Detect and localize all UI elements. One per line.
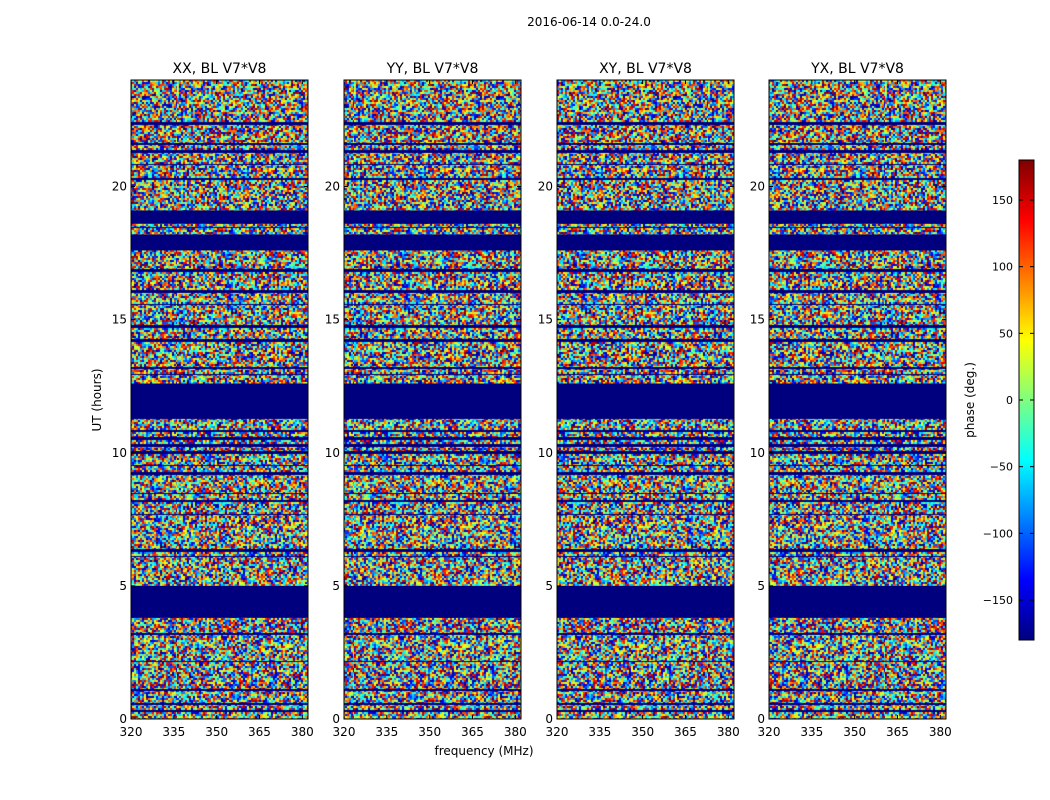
flagged-band <box>769 383 946 419</box>
panel-title: XY, BL V7*V8 <box>599 61 692 77</box>
x-tick-label: 380 <box>504 725 527 739</box>
colorbar-tick-label: −50 <box>990 461 1013 474</box>
flagged-band <box>557 210 734 224</box>
y-tick-label: 15 <box>325 313 340 327</box>
flagged-band <box>131 234 308 251</box>
x-tick-label: 380 <box>929 725 952 739</box>
x-tick-label: 335 <box>588 725 611 739</box>
colorbar-tick-label: 150 <box>992 194 1013 207</box>
x-tick-label: 350 <box>418 725 441 739</box>
y-tick-label: 20 <box>750 180 765 194</box>
y-tick-label: 10 <box>325 446 340 460</box>
y-tick-label: 15 <box>112 313 127 327</box>
y-tick-label: 5 <box>757 579 765 593</box>
x-tick-label: 335 <box>162 725 185 739</box>
y-tick-label: 5 <box>545 579 553 593</box>
heatmap-panel: YX, BL V7*V8 320 335 350 365 380 0 5 10 15 20 <box>750 61 952 739</box>
x-tick-label: 350 <box>843 725 866 739</box>
heatmap-panel: XX, BL V7*V8 320 335 350 365 380 0 5 10 15 20 <box>112 61 314 739</box>
x-axis-label: frequency (MHz) <box>434 744 533 758</box>
colorbar-label: phase (deg.) <box>963 362 977 438</box>
panel-title: YY, BL V7*V8 <box>386 61 479 77</box>
flagged-band <box>131 210 308 224</box>
y-tick-label: 0 <box>332 712 340 726</box>
flagged-band <box>344 234 521 251</box>
colorbar-tick-label: 50 <box>999 327 1013 340</box>
y-tick-label: 0 <box>757 712 765 726</box>
x-tick-label: 365 <box>248 725 271 739</box>
x-tick-label: 365 <box>886 725 909 739</box>
heatmap-panel: YY, BL V7*V8 320 335 350 365 380 0 5 10 15 20 <box>325 61 527 739</box>
panel-frame <box>130 79 309 720</box>
flagged-band <box>557 585 734 618</box>
y-tick-label: 0 <box>119 712 127 726</box>
panel-title: XX, BL V7*V8 <box>173 61 267 77</box>
x-tick-label: 335 <box>800 725 823 739</box>
x-tick-label: 350 <box>631 725 654 739</box>
y-tick-label: 5 <box>119 579 127 593</box>
colorbar-tick-label: 100 <box>992 261 1013 274</box>
flagged-band <box>769 585 946 618</box>
flagged-band <box>344 210 521 224</box>
flagged-band <box>769 234 946 251</box>
x-tick-label: 380 <box>717 725 740 739</box>
figure-suptitle: 2016-06-14 0.0-24.0 <box>527 15 651 29</box>
panel-frame <box>768 79 947 720</box>
y-tick-label: 10 <box>538 446 553 460</box>
y-tick-label: 15 <box>538 313 553 327</box>
x-tick-label: 350 <box>205 725 228 739</box>
x-tick-label: 335 <box>375 725 398 739</box>
x-tick-label: 320 <box>546 725 569 739</box>
y-tick-label: 15 <box>750 313 765 327</box>
flagged-band <box>344 585 521 618</box>
heatmap-panel: XY, BL V7*V8 320 335 350 365 380 0 5 10 15 20 <box>538 61 740 739</box>
x-tick-label: 365 <box>461 725 484 739</box>
y-tick-label: 20 <box>325 180 340 194</box>
colorbar-tick-label: 0 <box>1006 394 1013 407</box>
panel-frame <box>343 79 522 720</box>
y-tick-label: 0 <box>545 712 553 726</box>
colorbar-tick-label: −100 <box>983 527 1013 540</box>
panel-title: YX, BL V7*V8 <box>810 61 904 77</box>
colorbar-tick-label: −150 <box>983 594 1013 607</box>
y-axis-label: UT (hours) <box>90 368 104 431</box>
flagged-band <box>557 234 734 251</box>
flagged-band <box>769 210 946 224</box>
flagged-band <box>557 383 734 419</box>
y-tick-label: 20 <box>538 180 553 194</box>
x-tick-label: 365 <box>674 725 697 739</box>
y-tick-label: 20 <box>112 180 127 194</box>
y-tick-label: 10 <box>112 446 127 460</box>
flagged-band <box>131 383 308 419</box>
panel-frame <box>556 79 735 720</box>
flagged-band <box>344 383 521 419</box>
x-tick-label: 320 <box>333 725 356 739</box>
flagged-band <box>131 585 308 618</box>
y-tick-label: 5 <box>332 579 340 593</box>
x-tick-label: 380 <box>291 725 314 739</box>
y-tick-label: 10 <box>750 446 765 460</box>
x-tick-label: 320 <box>120 725 143 739</box>
colorbar: phase (deg.) 150 100 50 0 −50 −100 −150 <box>963 159 1035 641</box>
x-tick-label: 320 <box>758 725 781 739</box>
